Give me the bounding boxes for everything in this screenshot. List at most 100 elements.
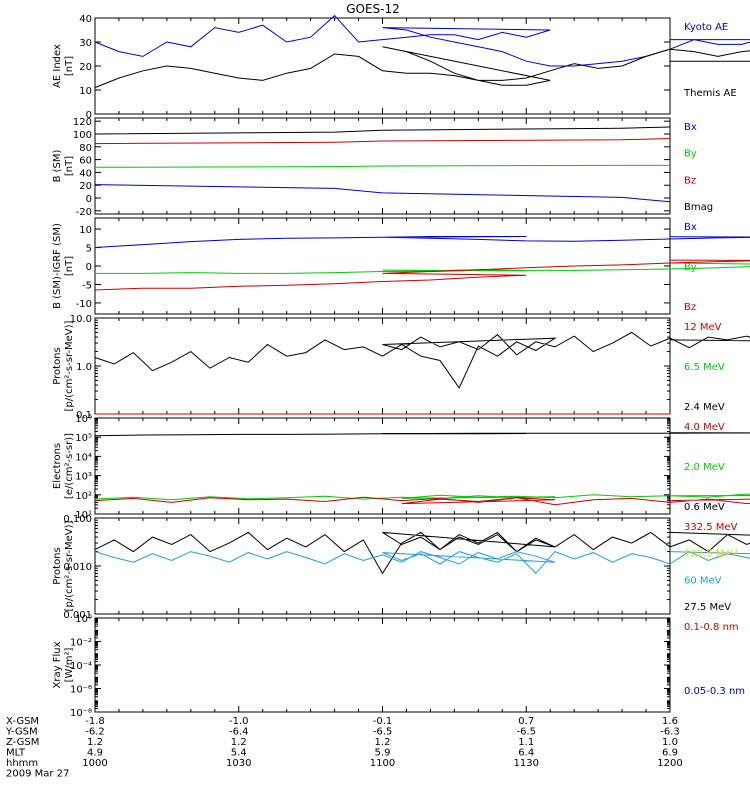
y-axis-title: Protons	[52, 347, 63, 384]
xaxis-tick-label: 1200	[657, 758, 682, 769]
legend-entry-by: By	[684, 149, 697, 160]
y-tick-label: 60	[79, 156, 92, 167]
y-tick-label: 10⁻⁴	[70, 661, 92, 672]
xaxis-tick-label: 1.2	[231, 737, 247, 748]
xaxis-tick-label: 5.4	[231, 748, 247, 759]
y-tick-label: 10¹	[75, 510, 92, 521]
series-line-0-6-mev	[94, 432, 750, 437]
y-axis-unit: [nT]	[64, 156, 75, 176]
y-axis-unit: [e/(cm²-s-sr)]	[64, 433, 75, 499]
legend-entry-themis-ae: Themis AE	[683, 88, 737, 99]
panel-frame	[94, 317, 671, 415]
series-line-kyoto-ae	[94, 14, 750, 67]
legend-entry-2-4-mev: 2.4 MeV	[684, 402, 725, 413]
xaxis-tick-label: 1.2	[87, 737, 103, 748]
y-tick-label: 10⁻⁶	[70, 685, 92, 696]
xaxis-row-label: X-GSM	[6, 716, 39, 727]
y-tick-label: 1.0	[76, 362, 92, 373]
y-tick-label: 40	[79, 14, 92, 25]
xaxis-tick-label: 6.9	[662, 748, 678, 759]
xaxis-row-label: hhmm	[6, 758, 38, 769]
y-tick-label: 10²	[75, 491, 92, 502]
y-axis-title: Xray Flux	[52, 641, 63, 688]
y-axis-unit: [p/(cm²-s-sr-MeV)]	[64, 520, 75, 611]
y-tick-label: 80	[79, 143, 92, 154]
y-tick-label: 10⁻⁸	[70, 708, 92, 719]
series-line-bmag	[94, 126, 671, 135]
y-tick-label: 5	[86, 244, 92, 255]
y-axis-unit: [p/(cm²-s-sr-MeV)]	[64, 320, 75, 411]
legend-entry-332-5-mev: 332.5 MeV	[684, 522, 738, 533]
y-tick-label: 10.0	[70, 314, 92, 325]
y-tick-label: -10	[76, 299, 92, 310]
xaxis-row-label: Z-GSM	[6, 737, 39, 748]
y-tick-label: 10⁶	[75, 414, 92, 425]
legend-entry-bmag: Bmag	[684, 202, 713, 213]
xaxis-tick-label: 1000	[82, 758, 107, 769]
legend-entry-0-1-0-8-nm: 0.1-0.8 nm	[684, 622, 739, 633]
y-axis-title: B (SM)	[52, 149, 63, 182]
chart-title: GOES-12	[346, 2, 400, 16]
panel-protons_low: 0.001 0.010 0.100 Protons [p/(cm²-s-sr-MeV)]…	[52, 514, 750, 621]
y-tick-label: 20	[79, 181, 92, 192]
y-tick-label: 0	[86, 194, 92, 205]
y-tick-label: 10⁵	[75, 433, 92, 444]
series-line-bx	[94, 184, 671, 203]
y-tick-label: 0.001	[63, 610, 92, 621]
y-axis-title: B (SM)-IGRF (SM)	[52, 223, 63, 309]
xaxis-tick-label: 1.0	[662, 737, 678, 748]
y-tick-label: 10⁰	[75, 614, 92, 625]
y-tick-label: 10⁻²	[70, 638, 92, 649]
legend-entry-4-0-mev: 4.0 MeV	[684, 422, 725, 433]
y-axis-title: Electrons	[52, 443, 63, 489]
y-tick-label: 10	[79, 86, 92, 97]
y-tick-label: 120	[73, 117, 92, 128]
panel-electrons: 10¹ 10² 10³ 10⁴ 10⁵ 10⁶ Electrons [e/(cm²-s-sr)…	[52, 414, 750, 521]
panel-ae: 0 10 20 30 40 AE Index [nT] Kyoto AE Themis AE	[52, 14, 750, 121]
legend-entry-0-6-mev: 0.6 MeV	[684, 502, 725, 513]
xaxis-tick-label: -6.2	[85, 727, 105, 738]
y-axis-unit: [nT]	[64, 256, 75, 276]
series-line-bz	[94, 138, 671, 145]
xaxis-tick-label: 4.9	[87, 748, 103, 759]
series-line-60-mev	[94, 551, 750, 575]
legend-entry-12-mev: 12 MeV	[684, 322, 722, 333]
xaxis-tick-label: 6.4	[518, 748, 534, 759]
xaxis-tick-label: -6.4	[229, 727, 249, 738]
panel-frame	[94, 417, 671, 515]
xaxis-tick-label: 5.9	[375, 748, 391, 759]
xaxis-tick-label: 1.2	[375, 737, 391, 748]
legend-entry-bz: Bz	[684, 302, 696, 313]
legend-entry-bx: Bx	[684, 122, 697, 133]
panel-bsm_igrf: -10 -5 0 5 10 B (SM)-IGRF (SM) [nT] Bx By Bz	[52, 217, 750, 315]
series-line-by	[95, 262, 750, 274]
panel-protons_high: 0.1 1.0 10.0 Protons [p/(cm²-s-sr-MeV)] 12 Me…	[52, 314, 750, 421]
series-line-by	[94, 164, 670, 168]
y-tick-label: -20	[76, 207, 92, 218]
y-tick-label: 40	[79, 168, 92, 179]
xaxis-row-label: MLT	[6, 748, 26, 759]
y-tick-label: -5	[82, 280, 92, 291]
legend-entry-2-0-mev: 2.0 MeV	[684, 462, 725, 473]
series-line-bz	[94, 259, 750, 291]
legend-entry-0-05-0-3-nm: 0.05-0.3 nm	[684, 686, 745, 697]
y-tick-label: 30	[79, 38, 92, 49]
xaxis-tick-label: 1100	[370, 758, 395, 769]
legend-entry-6-5-mev: 6.5 MeV	[684, 362, 725, 373]
series-line-2-0-mev	[94, 493, 750, 501]
y-axis-unit: [nT]	[64, 56, 75, 76]
date-label: 2009 Mar 27	[6, 769, 69, 780]
xaxis-tick-label: -6.5	[373, 727, 393, 738]
xaxis-tick-label: 1.1	[518, 737, 534, 748]
series-line-27-5-mev	[94, 531, 750, 575]
legend-entry-by: By	[684, 262, 697, 273]
series-line-bx	[94, 236, 750, 248]
legend-entry-27-5-mev: 27.5 MeV	[684, 602, 731, 613]
y-tick-label: 20	[79, 62, 92, 73]
y-tick-label: 100	[73, 130, 92, 141]
legend-entry-bx: Bx	[684, 222, 697, 233]
xaxis-tick-label: 1.6	[662, 716, 678, 727]
